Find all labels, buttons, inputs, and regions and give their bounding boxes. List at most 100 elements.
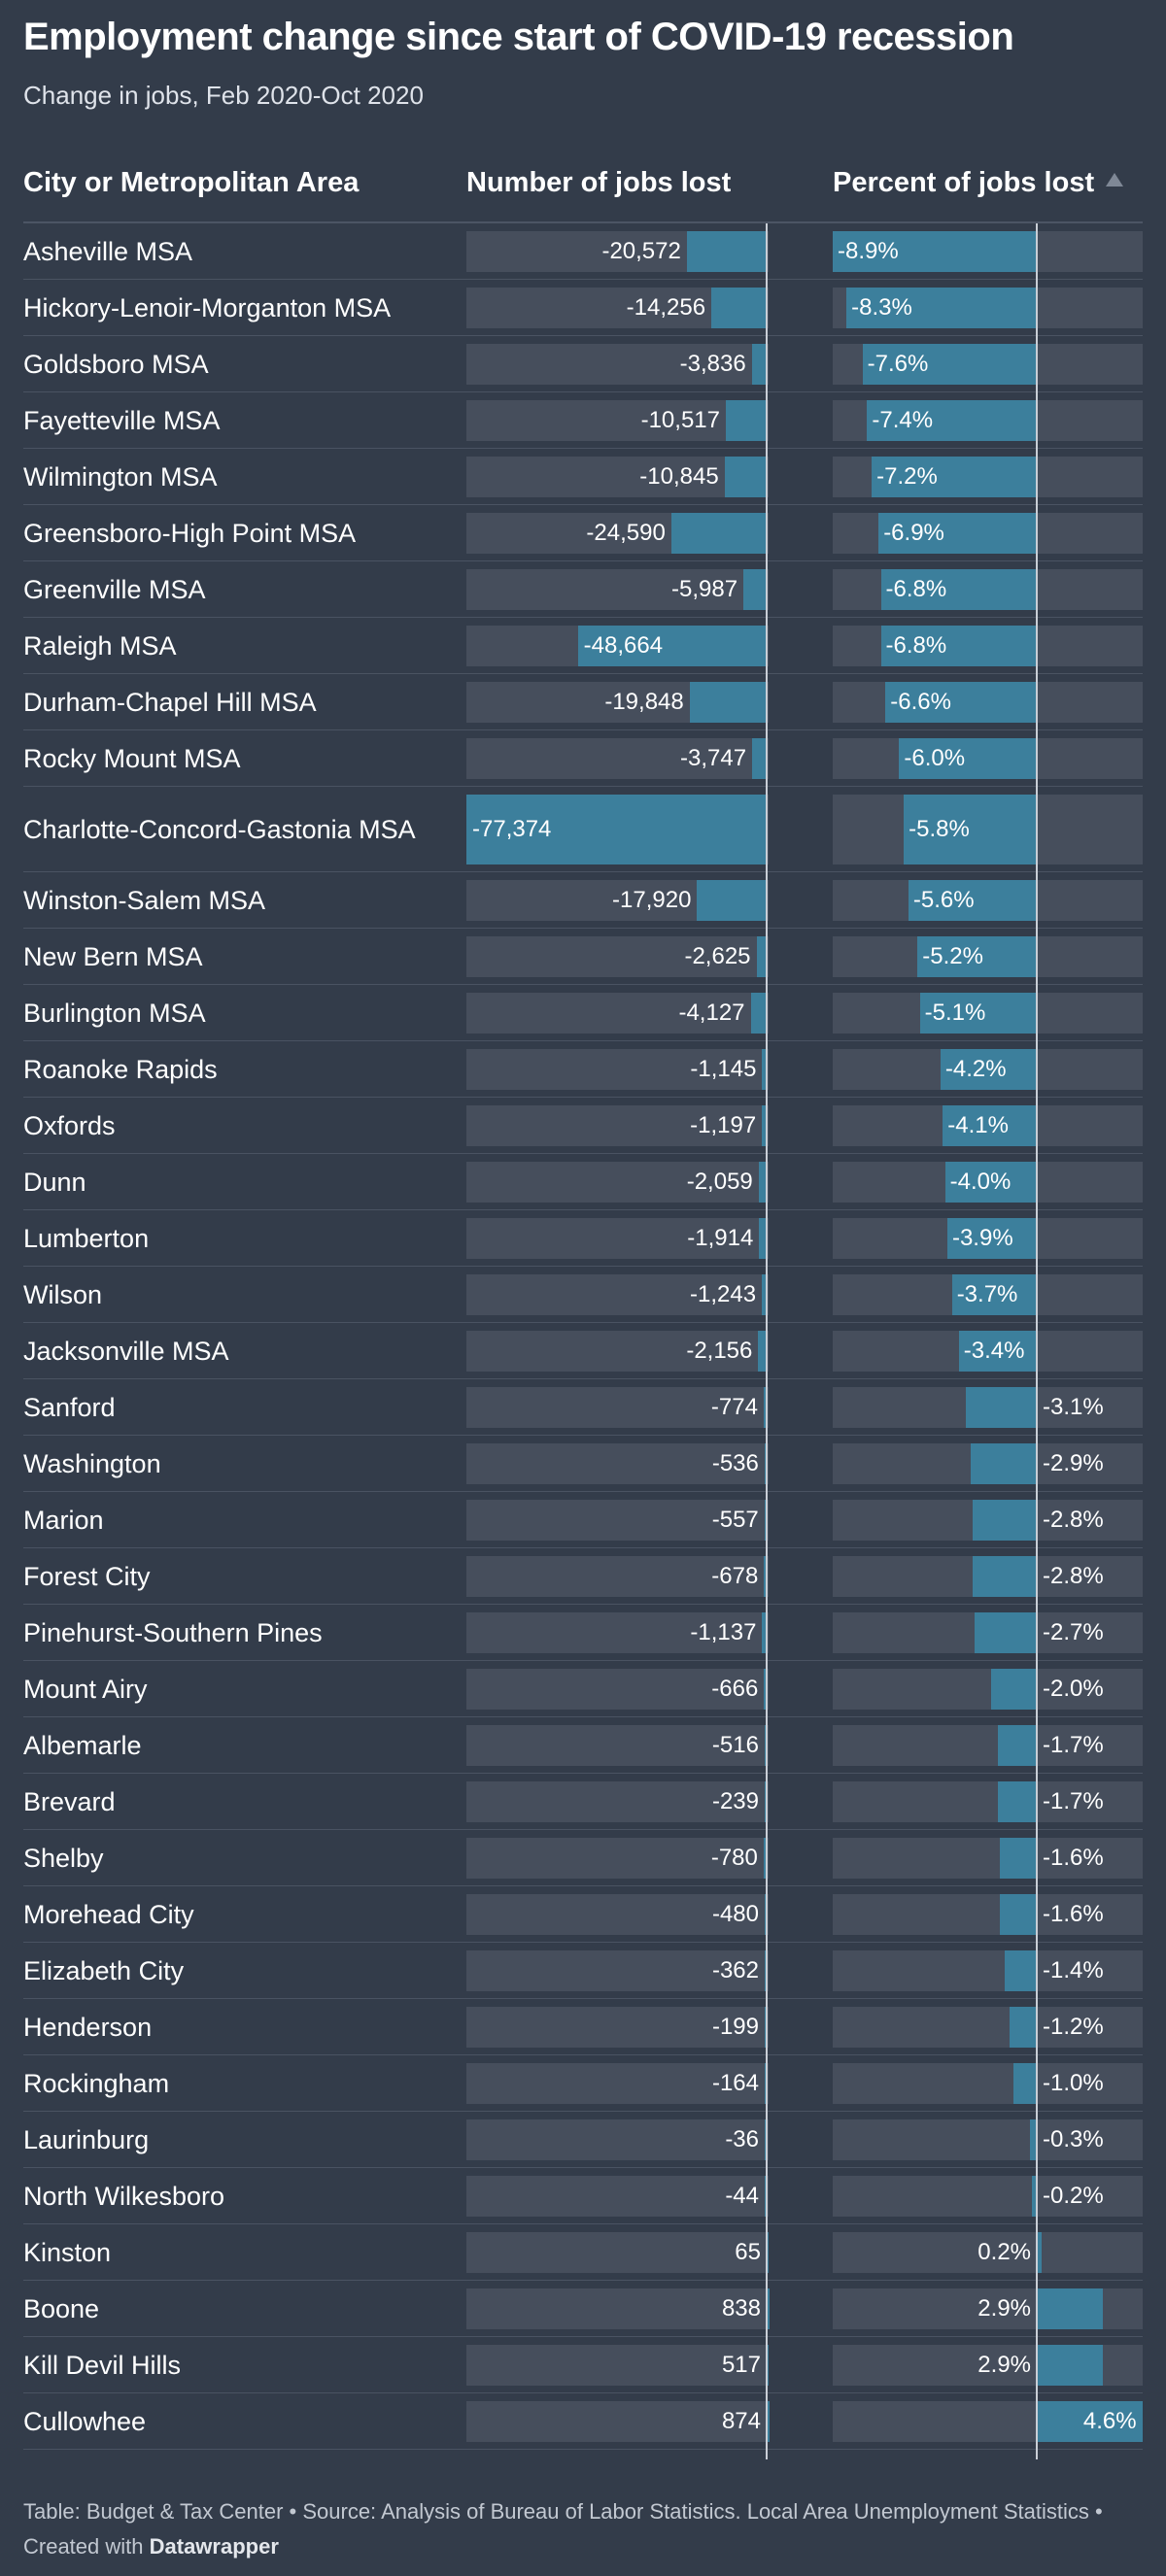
area-name: Winston-Salem MSA <box>23 886 266 915</box>
jobs-value-label: -1,197 <box>690 1112 757 1138</box>
table-row: Raleigh MSA -48,664 -6.8% <box>0 618 1166 674</box>
percent-bar <box>904 795 1037 864</box>
jobs-bar-track <box>466 1162 769 1203</box>
jobs-bar-track <box>466 569 769 610</box>
table-row: Forest City -678 -2.8% <box>0 1548 1166 1605</box>
column-header-jobs[interactable]: Number of jobs lost <box>466 167 732 198</box>
footer-brand[interactable]: Datawrapper <box>149 2534 279 2559</box>
area-name: Durham-Chapel Hill MSA <box>23 688 317 717</box>
area-name: Rockingham <box>23 2069 170 2098</box>
row-divider <box>23 2054 1143 2055</box>
percent-bar <box>944 1162 1037 1203</box>
jobs-bar <box>764 1669 767 1710</box>
percent-bar <box>885 682 1037 723</box>
area-name: Raleigh MSA <box>23 631 177 661</box>
column-header-percent[interactable]: Percent of jobs lost <box>833 167 1095 198</box>
area-name: Kill Devil Hills <box>23 2351 182 2380</box>
percent-bar <box>943 1105 1037 1146</box>
percent-value-label: -1.0% <box>1043 2070 1104 2096</box>
percent-value-label: -3.4% <box>963 1338 1025 1364</box>
area-name: Wilson <box>23 1280 103 1309</box>
jobs-bar <box>756 936 767 977</box>
jobs-bar-track <box>466 936 769 977</box>
area-name: Laurinburg <box>23 2125 150 2154</box>
percent-bar <box>880 569 1037 610</box>
sort-ascending-icon[interactable] <box>1106 173 1123 186</box>
row-divider <box>23 1942 1143 1943</box>
table-row: Cullowhee 874 4.6% <box>0 2393 1166 2450</box>
column-header-area[interactable]: City or Metropolitan Area <box>23 167 360 198</box>
area-name: Jacksonville MSA <box>23 1337 229 1366</box>
jobs-bar-track <box>466 1274 769 1315</box>
percent-bar <box>1013 2063 1037 2104</box>
percent-bar <box>975 1612 1037 1653</box>
percent-value-label: -2.7% <box>1043 1619 1104 1645</box>
percent-bar <box>972 1500 1037 1541</box>
row-divider <box>23 2336 1143 2337</box>
jobs-value-label: -36 <box>725 2126 759 2152</box>
table-row: Kinston 65 0.2% <box>0 2224 1166 2281</box>
jobs-value-label: -4,127 <box>678 1000 745 1026</box>
row-divider <box>23 2392 1143 2393</box>
jobs-bar <box>670 513 767 554</box>
jobs-bar-track <box>466 1331 769 1372</box>
percent-value-label: 2.9% <box>977 2295 1031 2322</box>
row-divider <box>23 1040 1143 1041</box>
jobs-value-label: -3,747 <box>679 745 747 771</box>
percent-value-label: -6.8% <box>885 576 947 602</box>
percent-bar <box>1009 2007 1037 2048</box>
table-row: Albemarle -516 -1.7% <box>0 1717 1166 1774</box>
percent-value-label: -8.3% <box>851 294 912 321</box>
percent-bar <box>1037 2401 1143 2442</box>
row-divider <box>23 2280 1143 2281</box>
jobs-bar <box>762 1274 767 1315</box>
percent-value-label: -7.4% <box>872 407 934 433</box>
area-name: Boone <box>23 2294 100 2323</box>
jobs-value-label: -1,145 <box>690 1056 757 1082</box>
jobs-bar <box>758 1331 767 1372</box>
percent-bar-track <box>833 1781 1143 1822</box>
jobs-value-label: -516 <box>711 1732 759 1758</box>
jobs-value-label: -24,590 <box>586 520 666 546</box>
percent-bar <box>880 626 1037 666</box>
jobs-bar <box>764 1556 767 1597</box>
jobs-bar-track <box>466 1725 769 1766</box>
percent-value-label: -4.0% <box>949 1169 1012 1195</box>
jobs-value-label: -557 <box>711 1507 759 1533</box>
jobs-bar <box>750 993 767 1034</box>
table-row: Dunn -2,059 -4.0% <box>0 1154 1166 1210</box>
row-divider <box>23 391 1143 392</box>
row-divider <box>23 1716 1143 1717</box>
row-divider <box>23 1829 1143 1830</box>
jobs-bar-track <box>466 1218 769 1259</box>
area-name: Asheville MSA <box>23 237 193 266</box>
percent-value-label: -4.2% <box>944 1056 1007 1082</box>
percent-value-label: -1.2% <box>1043 2014 1104 2040</box>
table-row: Mount Airy -666 -2.0% <box>0 1661 1166 1717</box>
area-name: Lumberton <box>23 1224 150 1253</box>
row-divider <box>23 928 1143 929</box>
area-name: Washington <box>23 1449 161 1478</box>
percent-bar <box>919 993 1037 1034</box>
jobs-value-label: -48,664 <box>583 632 664 659</box>
row-divider <box>23 335 1143 336</box>
percent-bar <box>1037 2345 1104 2386</box>
table-row: Wilmington MSA -10,845 -7.2% <box>0 449 1166 505</box>
table-row: New Bern MSA -2,625 -5.2% <box>0 929 1166 985</box>
table-row: Greensboro-High Point MSA -24,590 -6.9% <box>0 505 1166 561</box>
area-name: Elizabeth City <box>23 1956 185 1985</box>
percent-value-label: -1.7% <box>1043 1788 1104 1814</box>
row-divider <box>23 1998 1143 1999</box>
jobs-bar <box>767 2288 771 2329</box>
jobs-value-label: -2,625 <box>684 943 751 969</box>
row-divider <box>23 673 1143 674</box>
area-name: Wilmington MSA <box>23 462 218 491</box>
row-divider <box>23 1773 1143 1774</box>
jobs-bar-track <box>466 1105 769 1146</box>
jobs-value-label: -1,914 <box>687 1225 754 1251</box>
jobs-bar-track <box>466 2176 769 2217</box>
jobs-bar-track <box>466 2232 769 2273</box>
percent-bar <box>1004 1950 1037 1991</box>
percent-value-label: -3.9% <box>951 1225 1013 1251</box>
